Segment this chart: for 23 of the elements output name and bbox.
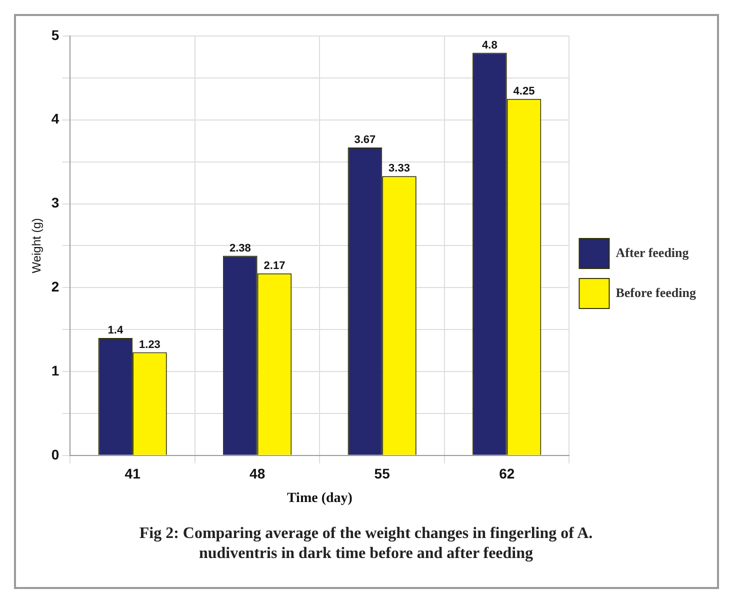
data-label: 3.33 <box>388 162 410 175</box>
x-tick-label: 48 <box>250 466 266 482</box>
data-label: 1.4 <box>108 324 124 336</box>
caption: Fig 2: Comparing average of the weight changes in fingerling of A. nudiventris in dark time before and after feeding <box>138 524 594 564</box>
y-axis-title: Weight (g) <box>30 218 44 274</box>
y-tick-label: 2 <box>51 278 60 294</box>
data-label: 2.38 <box>229 242 251 254</box>
data-label: 4.8 <box>482 39 498 52</box>
data-label: 4.25 <box>513 85 535 98</box>
x-tick-label: 62 <box>499 466 515 482</box>
data-label: 3.67 <box>354 134 376 146</box>
data-label: 1.23 <box>139 338 160 351</box>
x-axis-title: Time (day) <box>286 491 353 506</box>
x-tick-label: 55 <box>374 466 390 482</box>
legend-label: After feeding <box>616 244 690 260</box>
y-tick-label: 3 <box>51 194 60 211</box>
y-tick-label: 5 <box>51 26 60 43</box>
y-tick-label: 4 <box>51 110 60 127</box>
x-tick-label: 41 <box>124 466 141 482</box>
legend-label: Before feeding <box>616 284 696 300</box>
data-label: 2.17 <box>264 260 286 272</box>
y-tick-label: 1 <box>51 362 60 378</box>
y-tick-label: 0 <box>51 446 60 462</box>
